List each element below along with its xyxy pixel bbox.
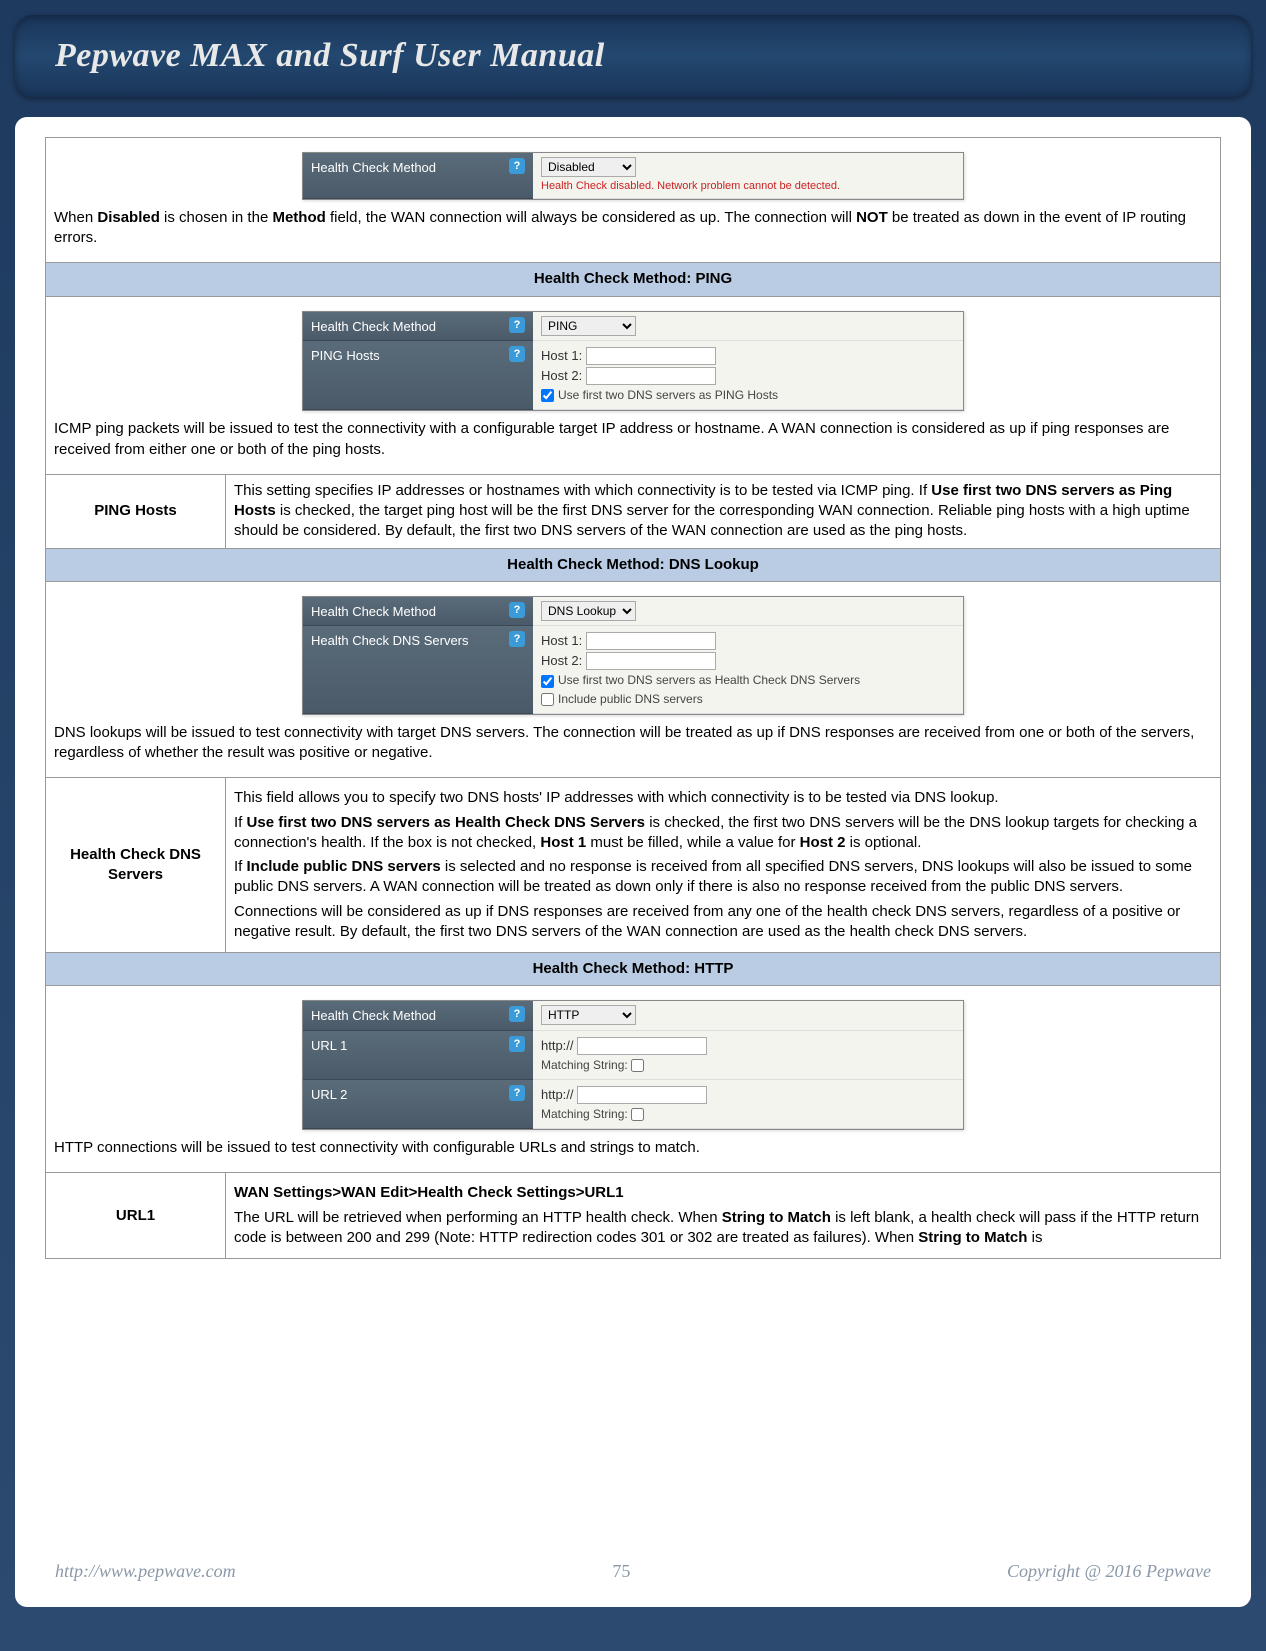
ui-label-url1: URL 1? [303,1031,533,1080]
ui-label-dns-servers: Health Check DNS Servers? [303,626,533,713]
section-ping-header: Health Check Method: PING [46,263,1221,296]
help-icon[interactable]: ? [509,1036,525,1052]
ui-label-method: Health Check Method? [303,153,533,199]
content-panel: Health Check Method? Disabled Health Che… [15,117,1251,1607]
ui-label-method: Health Check Method? [303,597,533,627]
ui-ping-panel: Health Check Method? PING PING Hosts? Ho… [302,311,964,412]
help-icon[interactable]: ? [509,631,525,647]
url2-input[interactable] [577,1086,707,1104]
help-icon[interactable]: ? [509,1006,525,1022]
help-icon[interactable]: ? [509,1085,525,1101]
dns-host2-input[interactable] [586,652,716,670]
dns-public-checkbox[interactable] [541,693,554,706]
warn-text: Health Check disabled. Network problem c… [541,179,955,194]
help-icon[interactable]: ? [509,317,525,333]
url1-match-checkbox[interactable] [631,1059,644,1072]
http-note: HTTP connections will be issued to test … [54,1138,1212,1158]
page-footer: http://www.pepwave.com 75 Copyright @ 20… [55,1561,1211,1582]
ui-dns-panel: Health Check Method? DNS Lookup Health C… [302,596,964,715]
help-icon[interactable]: ? [509,602,525,618]
help-icon[interactable]: ? [509,158,525,174]
dns-host1-input[interactable] [586,632,716,650]
header-band: Pepwave MAX and Surf User Manual [15,15,1251,97]
method-select-http[interactable]: HTTP [541,1005,636,1025]
url2-match-checkbox[interactable] [631,1108,644,1121]
doc-title: Pepwave MAX and Surf User Manual [55,37,1211,75]
footer-page: 75 [612,1561,630,1582]
disabled-note: When Disabled is chosen in the Method fi… [54,208,1212,249]
method-select-dns[interactable]: DNS Lookup [541,601,636,621]
ui-disabled-panel: Health Check Method? Disabled Health Che… [302,152,964,200]
ui-label-url2: URL 2? [303,1080,533,1129]
ui-label-method: Health Check Method? [303,1001,533,1031]
url1-input[interactable] [577,1037,707,1055]
ping-hosts-label: PING Hosts [46,474,226,548]
method-select-disabled[interactable]: Disabled [541,157,636,177]
url1-label: URL1 [46,1173,226,1259]
ping-host2-input[interactable] [586,367,716,385]
ping-host1-input[interactable] [586,347,716,365]
url1-desc: WAN Settings>WAN Edit>Health Check Setti… [226,1173,1221,1259]
dns-use-first-checkbox[interactable] [541,675,554,688]
method-select-ping[interactable]: PING [541,316,636,336]
main-table: Health Check Method? Disabled Health Che… [45,137,1221,1259]
ping-hosts-desc: This setting specifies IP addresses or h… [226,474,1221,548]
ping-note: ICMP ping packets will be issued to test… [54,419,1212,460]
dns-servers-desc: This field allows you to specify two DNS… [226,778,1221,953]
help-icon[interactable]: ? [509,346,525,362]
footer-copyright: Copyright @ 2016 Pepwave [1007,1561,1211,1582]
dns-servers-label: Health Check DNS Servers [46,778,226,953]
section-dns-header: Health Check Method: DNS Lookup [46,548,1221,581]
dns-note: DNS lookups will be issued to test conne… [54,723,1212,764]
ui-label-method: Health Check Method? [303,312,533,342]
ui-label-ping-hosts: PING Hosts? [303,341,533,410]
ui-http-panel: Health Check Method? HTTP URL 1? http://… [302,1000,964,1130]
ping-use-dns-checkbox[interactable] [541,389,554,402]
section-http-header: Health Check Method: HTTP [46,953,1221,986]
footer-url: http://www.pepwave.com [55,1561,236,1582]
